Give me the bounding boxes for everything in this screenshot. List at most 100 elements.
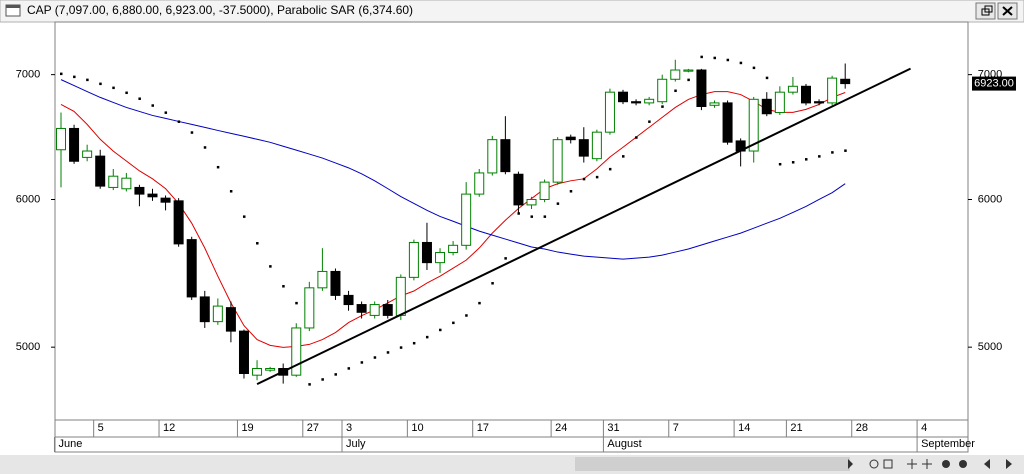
sar-dot [177, 120, 181, 123]
sar-dot [778, 162, 782, 166]
window-icon-bar [6, 5, 20, 8]
sar-dot [491, 282, 494, 285]
minus-icon[interactable] [942, 460, 950, 468]
candle-body [199, 296, 210, 323]
plot-area [54, 21, 969, 421]
scroll-right[interactable] [848, 459, 853, 469]
scroll-thumb[interactable] [575, 457, 850, 471]
x-tick-label: 5 [98, 422, 104, 434]
month-label: June [58, 438, 82, 450]
close-button[interactable] [997, 2, 1018, 20]
candle-body [814, 101, 825, 104]
move-icon[interactable] [907, 459, 917, 469]
month-label: July [346, 438, 366, 450]
x-tick-label: 3 [346, 422, 352, 434]
chart-title: CAP (7,097.00, 6,880.00, 6,923.00, -37.5… [27, 3, 413, 17]
candle-body [56, 127, 66, 151]
plus-icon[interactable] [959, 460, 967, 468]
candle-body [382, 304, 393, 316]
move-icon[interactable] [922, 459, 932, 469]
candle-body [238, 330, 249, 375]
candle-body [722, 102, 733, 143]
candle-body [317, 270, 328, 289]
candle-body [82, 150, 93, 158]
sar-dot [530, 215, 534, 218]
candle-body [526, 198, 537, 206]
sar-dot [452, 321, 455, 325]
candle-body [513, 173, 524, 206]
sar-dot [582, 177, 586, 181]
x-axis-area [54, 419, 969, 453]
candle-body [395, 276, 406, 316]
sar-dot [229, 190, 233, 193]
candle-body [134, 186, 145, 195]
candle-body [800, 85, 811, 104]
toolbar-icons[interactable] [848, 459, 1012, 469]
x-tick-label: 27 [307, 422, 319, 434]
sar-dot [360, 361, 364, 364]
candle-body [696, 69, 707, 107]
y-tick-label-left: 6000 [16, 193, 40, 205]
x-tick-label: 19 [241, 422, 253, 434]
sar-dot [752, 66, 756, 70]
x-tick-label: 21 [790, 422, 802, 434]
sar-dot [517, 212, 520, 215]
sar-dot [86, 78, 89, 82]
candle-body [421, 241, 432, 264]
sar-dot [112, 86, 115, 90]
sar-dot [465, 314, 468, 317]
x-tick-label: 12 [163, 422, 175, 434]
sar-dot [661, 105, 664, 108]
sar-dot [99, 82, 102, 86]
sar-dot [282, 285, 285, 288]
sar-dot [321, 378, 324, 381]
candle-body [748, 98, 759, 152]
sar-dot [569, 190, 573, 193]
candle-body [225, 307, 236, 332]
candle-body [761, 98, 772, 115]
candle-body [565, 136, 576, 141]
scroll-right[interactable] [1006, 459, 1012, 469]
y-tick-label-left: 5000 [16, 341, 40, 353]
x-tick-label: 31 [607, 422, 619, 434]
candle-body [95, 155, 106, 187]
zoom-icon[interactable] [883, 459, 893, 469]
sar-dot [412, 341, 416, 345]
sar-dot [216, 165, 220, 169]
candle-body [591, 131, 602, 160]
moving-average-line [60, 79, 846, 260]
scroll-left[interactable] [984, 459, 990, 469]
sar-dot [556, 202, 560, 205]
sar-dot [151, 104, 154, 107]
candle-body [265, 368, 276, 371]
sar-dot [334, 373, 337, 376]
candle-body [552, 139, 563, 183]
candle-body [539, 181, 550, 200]
sar-dot [674, 89, 677, 93]
refresh-icon[interactable] [869, 459, 879, 469]
x-tick-label: 14 [738, 422, 750, 434]
x-tick-label: 4 [921, 422, 927, 434]
y-tick-label-right: 6000 [978, 193, 1002, 205]
restore-glyph[interactable] [984, 5, 993, 13]
sar-dot [595, 175, 599, 179]
candle-body [474, 172, 485, 195]
candle-body [330, 270, 341, 296]
candle-body [618, 91, 629, 103]
restore-button[interactable] [975, 2, 996, 20]
candle-body [108, 175, 119, 188]
sar-dot [504, 257, 507, 260]
candle-body [304, 287, 315, 329]
sar-dot [818, 155, 821, 158]
sar-dot [622, 155, 625, 158]
sar-dot [425, 335, 429, 339]
sar-dot [242, 215, 246, 218]
candle-body [709, 102, 720, 106]
sar-dot [386, 351, 390, 354]
month-label: September [921, 438, 975, 450]
sar-dot [608, 167, 612, 171]
candle-body [69, 127, 80, 162]
candle-body [121, 177, 132, 190]
close-glyph[interactable] [1002, 6, 1013, 16]
candle-body [578, 139, 589, 157]
